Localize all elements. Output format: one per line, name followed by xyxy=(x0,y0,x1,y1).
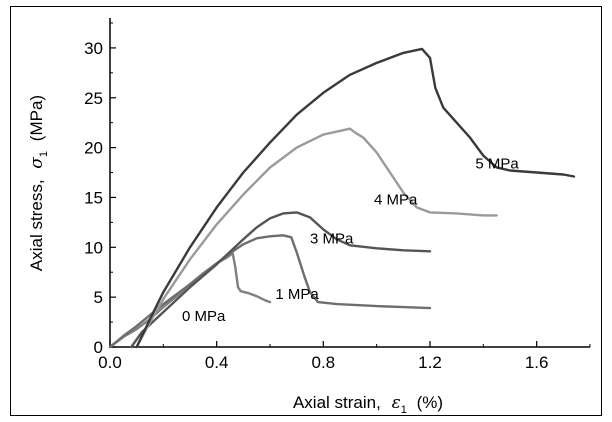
x-tick-label: 0.4 xyxy=(205,353,229,372)
y-axis-title-symbol: σ xyxy=(27,157,47,169)
x-axis-title-suffix: (%) xyxy=(417,393,443,412)
x-tick-label: 1.2 xyxy=(418,353,442,372)
series-label-0-mpa: 0 MPa xyxy=(182,308,226,325)
y-axis-title: Axial stress, σ1 (MPa) xyxy=(27,95,51,271)
series-lines xyxy=(108,47,576,349)
x-axis-title-symbol: ε xyxy=(392,393,401,413)
y-tick-label: 10 xyxy=(84,238,103,257)
y-tick-label: 15 xyxy=(84,188,103,207)
y-tick-label: 20 xyxy=(84,139,103,158)
x-axis-title-subscript: 1 xyxy=(401,404,407,416)
series-label-1-mpa: 1 MPa xyxy=(275,286,319,303)
y-tick-label: 30 xyxy=(84,39,103,58)
series-labels: 0 MPa 1 MPa 3 MPa 4 MPa 5 MPa xyxy=(182,156,519,326)
series-label-4-mpa: 4 MPa xyxy=(374,191,418,208)
plot-area: 0.0 0.4 0.8 1.2 1.6 0 5 10 15 20 25 30 0 MPa 1 MPa 3… xyxy=(84,18,591,372)
x-tick-label: 0.0 xyxy=(98,353,122,372)
series-line-0-mpa xyxy=(108,252,272,349)
y-tick-label: 5 xyxy=(94,288,103,307)
series-line-5-mpa xyxy=(135,47,576,349)
x-axis-title: Axial strain, ε1 (%) xyxy=(293,393,443,417)
y-axis-title-prefix: Axial stress, xyxy=(27,179,46,271)
series-label-3-mpa: 3 MPa xyxy=(310,230,354,247)
x-ticks: 0.0 0.4 0.8 1.2 1.6 xyxy=(98,341,591,372)
series-line-1-mpa xyxy=(108,234,432,349)
series-line-4-mpa xyxy=(135,127,498,349)
y-ticks: 0 5 10 15 20 25 30 xyxy=(84,22,116,357)
y-tick-label: 0 xyxy=(94,338,103,357)
series-label-5-mpa: 5 MPa xyxy=(475,156,519,173)
x-tick-label: 1.6 xyxy=(525,353,549,372)
series-line-3-mpa xyxy=(130,211,432,349)
figure-frame xyxy=(10,6,602,416)
y-tick-label: 25 xyxy=(84,89,103,108)
x-tick-label: 0.8 xyxy=(312,353,336,372)
y-axis-title-suffix: (MPa) xyxy=(27,95,46,141)
y-axis-title-subscript: 1 xyxy=(38,151,50,157)
x-axis-title-prefix: Axial strain, xyxy=(293,393,381,412)
